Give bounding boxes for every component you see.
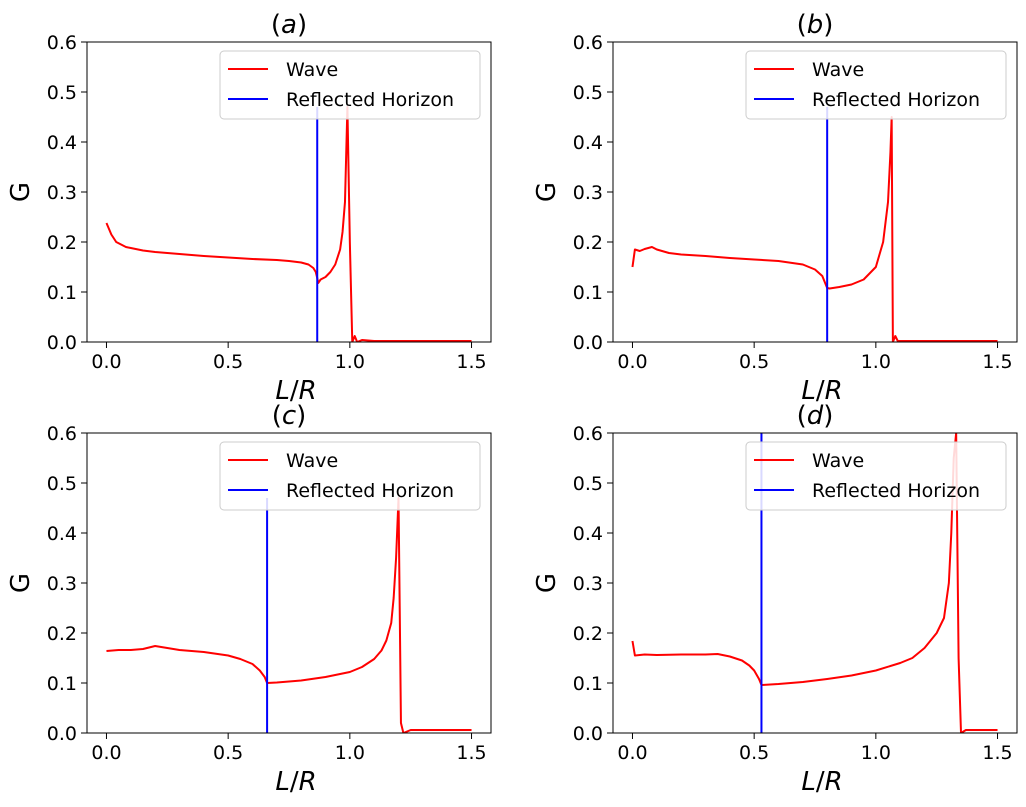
y-tick-label: 0.2: [47, 232, 77, 254]
y-tick-label: 0.5: [47, 473, 77, 495]
chart-title: (d): [797, 401, 834, 431]
y-tick-label: 0.6: [573, 32, 603, 54]
legend-entry-wave-label: Wave: [286, 59, 338, 81]
y-tick-label: 0.4: [573, 523, 603, 545]
legend-entry-wave-label: Wave: [812, 59, 864, 81]
legend-box: [219, 441, 481, 511]
x-tick-label: 1.0: [861, 742, 891, 764]
chart-panel-a: (a) 0.0 0.5 1.0 1.5 0.0 0.1 0.2 0.3 0.4 0.5 0.6 L/R G…: [6, 10, 492, 406]
chart-panel-b: (b) 0.0 0.5 1.0 1.5 0.0 0.1 0.2 0.3 0.4 0.5 0.6 L/R G…: [532, 10, 1018, 406]
chart-panel-d: (d) 0.0 0.5 1.0 1.5 0.0 0.1 0.2 0.3 0.4 0.5 0.6 L/R G…: [532, 401, 1018, 797]
x-tick-label: 1.0: [335, 351, 365, 373]
y-tick-label: 0.1: [47, 282, 77, 304]
chart-title-letter: b: [807, 10, 824, 40]
legend-entry-horizon-label: Reflected Horizon: [812, 89, 980, 111]
x-tick-label: 1.5: [456, 742, 486, 764]
wave-series-line: [631, 116, 998, 342]
y-tick-label: 0.0: [47, 723, 77, 745]
y-tick-label: 0.6: [573, 423, 603, 445]
y-tick-label: 0.3: [573, 182, 603, 204]
y-tick-label: 0.0: [47, 332, 77, 354]
chart-title-letter: d: [807, 401, 824, 431]
y-tick-label: 0.2: [573, 623, 603, 645]
wave-series-line: [106, 497, 472, 733]
legend: Wave Reflected Horizon: [745, 50, 1007, 120]
x-tick-label: 1.5: [982, 351, 1012, 373]
y-tick-label: 0.4: [47, 523, 77, 545]
y-tick-label: 0.5: [47, 82, 77, 104]
y-tick-label: 0.1: [573, 673, 603, 695]
y-tick-label: 0.4: [47, 132, 77, 154]
y-axis-label: G: [532, 573, 562, 593]
chart-title-letter: c: [282, 401, 296, 431]
chart-title-letter: a: [281, 10, 297, 40]
y-tick-label: 0.4: [573, 132, 603, 154]
y-tick-label: 0.6: [47, 423, 77, 445]
y-tick-label: 0.1: [573, 282, 603, 304]
chart-title: (c): [272, 401, 307, 431]
x-tick-label: 0.5: [739, 742, 769, 764]
y-tick-label: 0.2: [573, 232, 603, 254]
x-tick-label: 1.0: [335, 742, 365, 764]
x-tick-label: 0.5: [213, 351, 243, 373]
chart-title: (b): [797, 10, 834, 40]
x-axis-label: L/R: [275, 376, 316, 406]
y-tick-label: 0.6: [47, 32, 77, 54]
legend-box: [745, 441, 1007, 511]
chart-title: (a): [271, 10, 307, 40]
y-tick-label: 0.5: [573, 473, 603, 495]
legend: Wave Reflected Horizon: [219, 50, 481, 120]
x-axis-label: L/R: [801, 376, 842, 406]
x-axis-label: L/R: [275, 767, 316, 797]
x-tick-label: 1.5: [982, 742, 1012, 764]
x-tick-label: 0.0: [91, 742, 121, 764]
y-tick-label: 0.5: [573, 82, 603, 104]
legend-entry-wave-label: Wave: [812, 450, 864, 472]
legend: Wave Reflected Horizon: [219, 441, 481, 511]
x-tick-label: 1.5: [456, 351, 486, 373]
legend-box: [219, 50, 481, 120]
x-tick-label: 0.0: [617, 742, 647, 764]
legend-entry-wave-label: Wave: [286, 450, 338, 472]
wave-series-line: [631, 433, 998, 733]
legend-entry-horizon-label: Reflected Horizon: [286, 89, 454, 111]
x-tick-label: 0.0: [91, 351, 121, 373]
y-tick-label: 0.1: [47, 673, 77, 695]
legend: Wave Reflected Horizon: [745, 441, 1007, 511]
x-tick-label: 0.0: [617, 351, 647, 373]
x-axis-label: L/R: [801, 767, 842, 797]
y-tick-label: 0.3: [47, 182, 77, 204]
x-tick-label: 1.0: [861, 351, 891, 373]
x-tick-label: 0.5: [213, 742, 243, 764]
y-tick-label: 0.3: [573, 573, 603, 595]
legend-entry-horizon-label: Reflected Horizon: [812, 480, 980, 502]
y-tick-label: 0.0: [573, 332, 603, 354]
y-tick-label: 0.3: [47, 573, 77, 595]
wave-series-line: [105, 106, 472, 342]
y-axis-label: G: [6, 182, 36, 202]
y-axis-label: G: [6, 573, 36, 593]
y-tick-label: 0.2: [47, 623, 77, 645]
legend-entry-horizon-label: Reflected Horizon: [286, 480, 454, 502]
chart-panel-c: (c) 0.0 0.5 1.0 1.5 0.0 0.1 0.2 0.3 0.4 0.5 0.6 L/R G…: [6, 401, 492, 797]
y-tick-label: 0.0: [573, 723, 603, 745]
legend-box: [745, 50, 1007, 120]
x-tick-label: 0.5: [739, 351, 769, 373]
y-axis-label: G: [532, 182, 562, 202]
